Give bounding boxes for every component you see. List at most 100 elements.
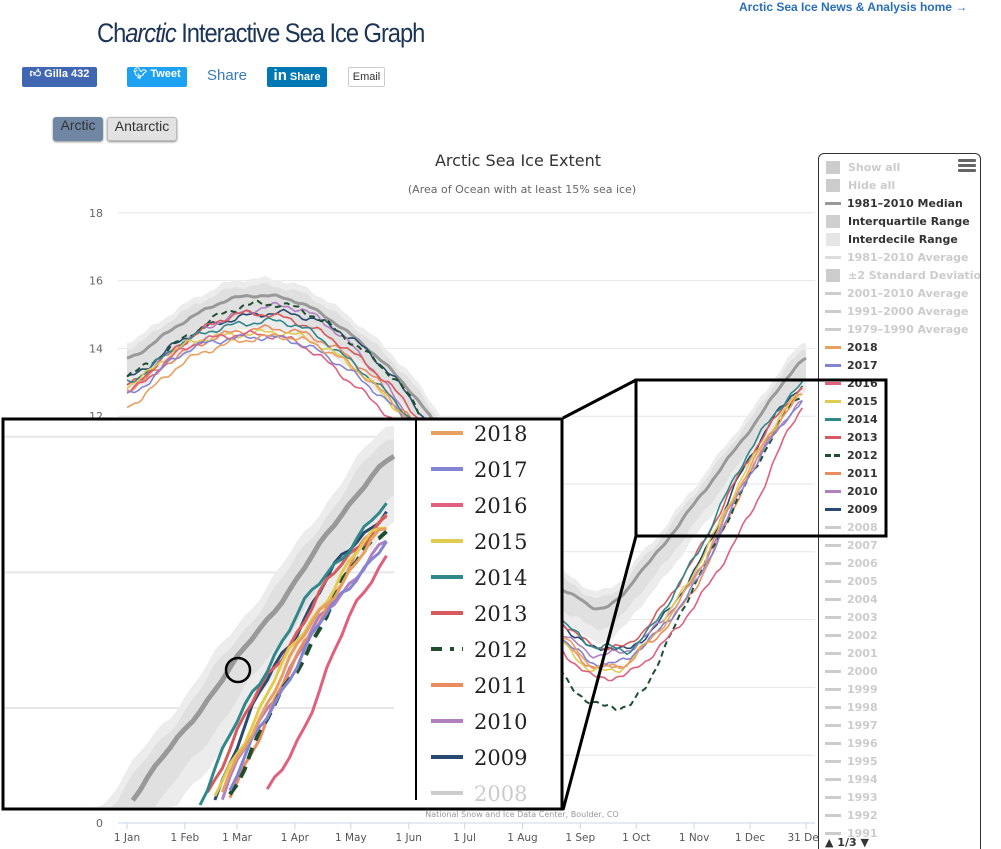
legend-item-1997[interactable]: 1997	[825, 716, 878, 734]
news-home-link[interactable]: Arctic Sea Ice News & Analysis home →	[739, 0, 968, 14]
tab-antarctic[interactable]: Antarctic	[107, 117, 177, 141]
legend-item-label: 2013	[847, 430, 878, 444]
swatch-line-icon	[825, 723, 841, 727]
legend-item-show-all[interactable]: Show all	[825, 158, 900, 176]
y-tick-label: 14	[89, 342, 103, 355]
swatch-line-icon	[825, 669, 841, 673]
legend-item-2010[interactable]: 2010	[825, 482, 878, 500]
legend-item-2000[interactable]: 2000	[825, 662, 878, 680]
legend-item-1999[interactable]: 1999	[825, 680, 878, 698]
legend-item-2013[interactable]: 2013	[825, 428, 878, 446]
email-button[interactable]: Email	[348, 67, 385, 87]
legend-item-2016[interactable]: 2016	[825, 374, 878, 392]
legend-item-label: 2003	[847, 610, 878, 624]
swatch-line-icon	[825, 363, 841, 367]
legend-item-hide-all[interactable]: Hide all	[825, 176, 895, 194]
legend-item-label: 1997	[847, 718, 878, 732]
legend-item-2015[interactable]: 2015	[825, 392, 878, 410]
x-tick-label: 1 Jan	[114, 832, 140, 844]
tweet-button[interactable]: 🐦︎ Tweet	[127, 67, 187, 87]
legend-item-2007[interactable]: 2007	[825, 536, 878, 554]
legend-item-2003[interactable]: 2003	[825, 608, 878, 626]
swatch-line-icon	[825, 309, 841, 313]
legend-item-interquartile-range[interactable]: Interquartile Range	[825, 212, 970, 230]
swatch-line-icon	[825, 777, 841, 781]
interquartile-range-band	[127, 282, 806, 631]
swatch-line-icon	[825, 453, 841, 457]
swatch-line-icon	[825, 255, 841, 259]
legend-item-2014[interactable]: 2014	[825, 410, 878, 428]
menu-hamburger-icon[interactable]	[958, 159, 976, 174]
share-link[interactable]: Share	[207, 67, 248, 84]
legend-item-label: 2006	[847, 556, 878, 570]
y-tick-label: 10	[89, 478, 103, 491]
title-rest: Interactive Sea Ice Graph	[175, 18, 425, 48]
swatch-line-icon	[825, 831, 841, 835]
title-italic: arctic	[125, 18, 176, 48]
legend-item-1979-1990-average[interactable]: 1979–1990 Average	[825, 320, 969, 338]
swatch-line-icon	[825, 813, 841, 817]
legend-item-2005[interactable]: 2005	[825, 572, 878, 590]
legend-item-1993[interactable]: 1993	[825, 788, 878, 806]
legend-item-label: Interquartile Range	[848, 214, 970, 228]
legend-item-interdecile-range[interactable]: Interdecile Range	[825, 230, 958, 248]
legend-item-label: 2000	[847, 664, 878, 678]
swatch-line-icon	[825, 795, 841, 799]
y-tick-label: 18	[89, 207, 103, 220]
legend-item-label: 2018	[847, 340, 878, 354]
facebook-like-button[interactable]: 👍︎ Gilla 432	[22, 67, 97, 87]
legend-item-label: 2004	[847, 592, 878, 606]
legend-item-label: 1992	[847, 808, 878, 822]
legend-item-2012[interactable]: 2012	[825, 446, 878, 464]
x-tick-label: 1 Nov	[679, 832, 710, 844]
legend-item-label: 2014	[847, 412, 878, 426]
swatch-line-icon	[825, 579, 841, 583]
linkedin-share-button[interactable]: in Share	[267, 67, 327, 87]
legend-item-1981-2010-average[interactable]: 1981–2010 Average	[825, 248, 969, 266]
swatch-line-icon	[825, 741, 841, 745]
legend-item-1981-2010-median[interactable]: 1981–2010 Median	[825, 194, 963, 212]
legend-item-1992[interactable]: 1992	[825, 806, 878, 824]
swatch-line-icon	[825, 291, 841, 295]
chart-title: Arctic Sea Ice Extent	[435, 151, 601, 170]
legend-pager[interactable]: ▲ 1/3 ▼	[825, 836, 869, 849]
legend-item-2002[interactable]: 2002	[825, 626, 878, 644]
legend-item--2-standard-deviations[interactable]: ±2 Standard Deviations	[825, 266, 980, 284]
legend-item-label: 2012	[847, 448, 878, 462]
thumbs-up-icon: 👍︎	[29, 68, 45, 80]
swatch-line-icon	[825, 417, 841, 421]
legend-item-1995[interactable]: 1995	[825, 752, 878, 770]
swatch-line-icon	[825, 435, 841, 439]
swatch-line-icon	[825, 597, 841, 601]
x-tick-label: 1 Apr	[281, 832, 310, 844]
legend-item-1994[interactable]: 1994	[825, 770, 878, 788]
swatch-box-icon	[826, 160, 840, 174]
legend-item-2001-2010-average[interactable]: 2001–2010 Average	[825, 284, 969, 302]
legend-item-1991-2000-average[interactable]: 1991–2000 Average	[825, 302, 969, 320]
legend-item-2001[interactable]: 2001	[825, 644, 878, 662]
legend-item-2018[interactable]: 2018	[825, 338, 878, 356]
legend-item-label: 1991–2000 Average	[847, 304, 969, 318]
legend-item-2009[interactable]: 2009	[825, 500, 878, 518]
swatch-line-icon	[825, 327, 841, 331]
swatch-box-icon	[826, 268, 840, 282]
legend-item-2006[interactable]: 2006	[825, 554, 878, 572]
legend-item-2011[interactable]: 2011	[825, 464, 878, 482]
y-tick-label: 12	[89, 410, 103, 423]
legend-item-label: 2001–2010 Average	[847, 286, 969, 300]
x-tick-label: 1 Feb	[171, 832, 200, 844]
swatch-box-icon	[826, 232, 840, 246]
legend-item-1998[interactable]: 1998	[825, 698, 878, 716]
legend-item-label: 1981–2010 Median	[847, 196, 963, 210]
swatch-line-icon	[825, 759, 841, 763]
legend-item-label: 2008	[847, 520, 878, 534]
legend-item-2004[interactable]: 2004	[825, 590, 878, 608]
legend-item-1996[interactable]: 1996	[825, 734, 878, 752]
legend-item-2017[interactable]: 2017	[825, 356, 878, 374]
page-title: Charctic Interactive Sea Ice Graph	[97, 18, 425, 49]
swatch-line-icon	[825, 345, 841, 349]
swatch-line-icon	[825, 399, 841, 403]
legend-item-1991[interactable]: 1991	[825, 824, 878, 842]
legend-item-2008[interactable]: 2008	[825, 518, 878, 536]
tab-arctic[interactable]: Arctic	[53, 117, 103, 141]
